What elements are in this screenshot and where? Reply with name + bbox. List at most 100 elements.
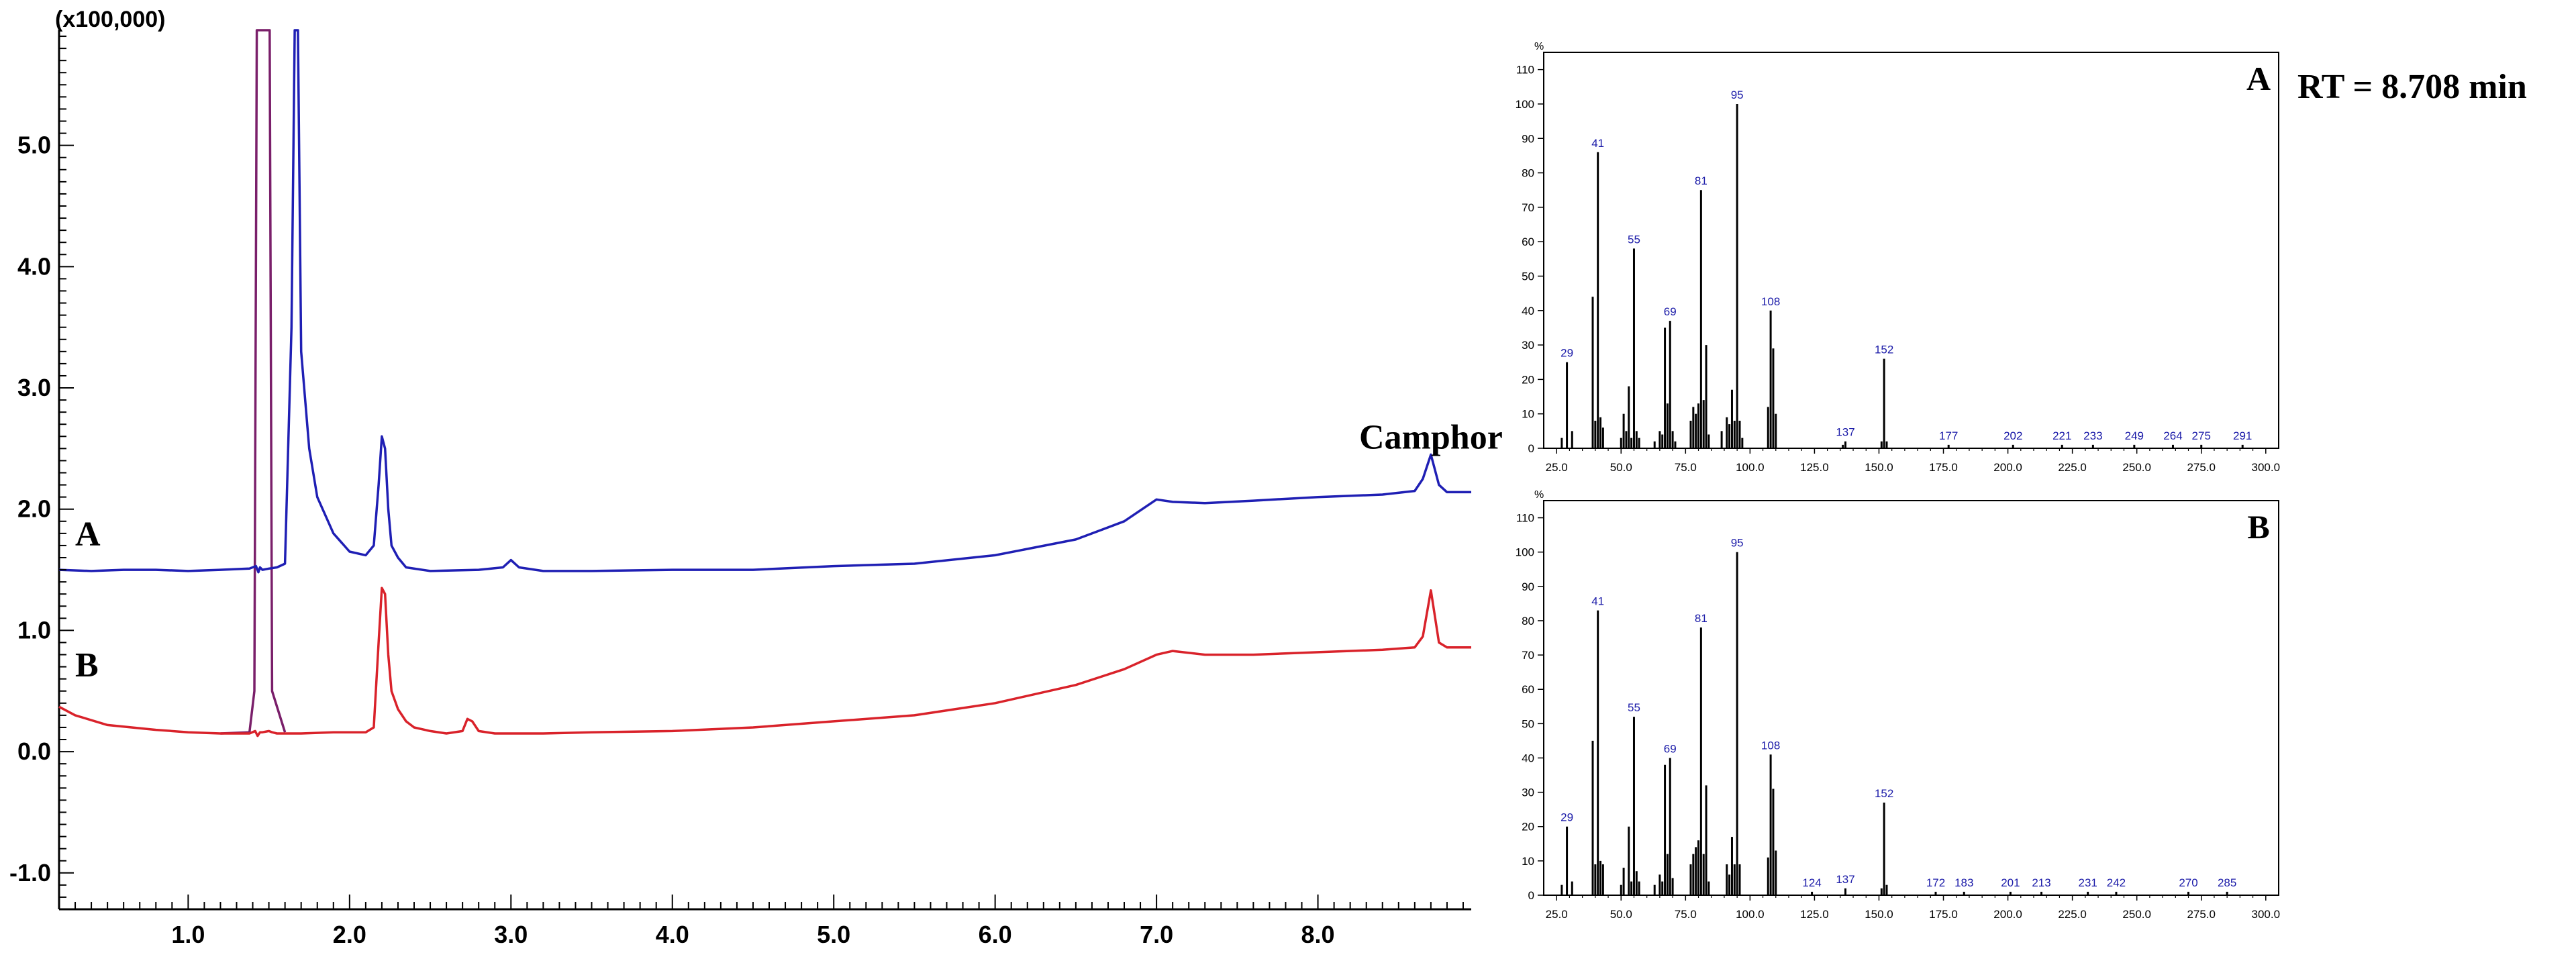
x-tick-label: 100.0: [1736, 461, 1765, 474]
x-tick-label: 25.0: [1546, 908, 1568, 921]
peak-label: 108: [1761, 739, 1780, 752]
mass-spectrum-a: % 0 10 20 30 40 50 60 70 80 90 100 110 25.0 50.0 75.0 10…: [1516, 41, 2527, 474]
y-tick-label: 50: [1522, 270, 1534, 283]
panel-label: A: [2246, 60, 2271, 97]
y-tick-label: 40: [1522, 752, 1534, 764]
peak-label: 55: [1628, 701, 1640, 714]
x-tick-label: 1.0: [171, 921, 205, 948]
y-tick-label: 90: [1522, 132, 1534, 145]
x-tick-label: 2.0: [333, 921, 366, 948]
y-tick-label: 10: [1522, 408, 1534, 421]
y-tick-label: 70: [1522, 201, 1534, 214]
peak-label: 69: [1664, 305, 1677, 318]
y-tick-label: 10: [1522, 855, 1534, 868]
peak-label: 270: [2179, 876, 2197, 889]
y-tick-label: 4.0: [17, 252, 51, 280]
retention-time-label: RT = 8.708 min: [2297, 68, 2527, 106]
x-tick-label: 3.0: [494, 921, 528, 948]
y-multiplier-label: (x100,000): [55, 7, 165, 32]
peak-label: 249: [2125, 429, 2144, 442]
peak-label: 124: [1802, 876, 1821, 889]
peak-label: 202: [2003, 429, 2022, 442]
x-tick-label: 150.0: [1865, 908, 1893, 921]
peak-label: 41: [1591, 137, 1604, 150]
trace-b: [58, 587, 1471, 737]
y-tick-label: 0: [1528, 442, 1534, 455]
x-tick-label: 75.0: [1675, 908, 1697, 921]
panel-label: B: [2247, 508, 2269, 546]
y-tick-label: 3.0: [17, 374, 51, 401]
x-tick-label: 4.0: [656, 921, 689, 948]
y-tick-label: 60: [1522, 236, 1534, 248]
peak-label: 95: [1731, 537, 1744, 550]
y-tick-label: 0: [1528, 889, 1534, 902]
y-tick-label: 50: [1522, 717, 1534, 730]
peak-label: 233: [2083, 429, 2102, 442]
peak-label: 81: [1695, 612, 1707, 625]
y-tick-label: 100: [1516, 546, 1534, 559]
trace-solvent: [220, 29, 287, 735]
x-tick-label: 275.0: [2187, 461, 2216, 474]
y-tick-label: 1.0: [17, 616, 51, 644]
x-tick-label: 225.0: [2058, 461, 2087, 474]
x-tick-label: 50.0: [1610, 461, 1632, 474]
peak-label: 108: [1761, 295, 1780, 308]
x-tick-label: 75.0: [1675, 461, 1697, 474]
peak-label: 152: [1875, 344, 1893, 356]
x-tick-label: 175.0: [1929, 461, 1958, 474]
peak-label: 264: [2163, 429, 2182, 442]
y-tick-label: 5.0: [17, 132, 51, 159]
chromatogram-traces: [58, 29, 1471, 737]
peak-label: 81: [1695, 174, 1707, 187]
x-tick-label: 50.0: [1610, 908, 1632, 921]
chromatogram-ticks: 1.0 2.0 3.0 4.0 5.0 6.0 7.0 8.0 -1.0 0.0 1.0 2.0 3.0…: [9, 36, 1464, 948]
peak-label: 285: [2218, 876, 2236, 889]
camphor-label: Camphor: [1359, 418, 1503, 456]
chromatogram: (x100,000) 1.0 2.0 3.0 4.0 5.0 6.0 7.0 8.0 -1.0 0…: [9, 7, 1503, 948]
x-tick-label: 8.0: [1301, 921, 1335, 948]
peak-label: 231: [2078, 876, 2097, 889]
peak-label: 213: [2032, 876, 2050, 889]
y-tick-label: 90: [1522, 580, 1534, 593]
peak-label: 69: [1664, 742, 1677, 755]
x-tick-label: 25.0: [1546, 461, 1568, 474]
peak-label: 291: [2233, 429, 2252, 442]
x-tick-label: 200.0: [1993, 908, 2022, 921]
peak-label: 275: [2192, 429, 2211, 442]
chromatogram-annotations: Camphor A B: [75, 418, 1503, 684]
y-tick-label: 70: [1522, 649, 1534, 662]
peak-label: 177: [1939, 429, 1958, 442]
x-tick-label: 175.0: [1929, 908, 1958, 921]
chromatogram-axes: (x100,000): [55, 7, 1471, 911]
y-tick-label: 40: [1522, 305, 1534, 317]
peak-label: 137: [1836, 426, 1854, 439]
y-tick-label: 100: [1516, 98, 1534, 111]
y-tick-label: 30: [1522, 339, 1534, 352]
mass-spectrum-b: % 0 10 20 30 40 50 60 70 80 90 100 110 25.0 50.0 75.0 10…: [1516, 489, 2280, 921]
plot-frame: [1543, 52, 2279, 449]
y-unit-label: %: [1534, 41, 1544, 52]
y-tick-label: 30: [1522, 786, 1534, 799]
x-tick-label: 300.0: [2252, 908, 2281, 921]
trace-a: [58, 29, 1471, 574]
trace-label-a: A: [75, 515, 101, 554]
x-tick-label: 100.0: [1736, 908, 1765, 921]
peak-label: 152: [1875, 787, 1893, 800]
x-tick-label: 250.0: [2122, 461, 2151, 474]
peak-label: 29: [1561, 347, 1573, 360]
x-tick-label: 5.0: [817, 921, 850, 948]
y-tick-label: 20: [1522, 821, 1534, 833]
x-tick-label: 250.0: [2122, 908, 2151, 921]
peak-label: 221: [2052, 429, 2071, 442]
x-tick-label: 200.0: [1993, 461, 2022, 474]
x-tick-label: 275.0: [2187, 908, 2216, 921]
x-tick-label: 225.0: [2058, 908, 2087, 921]
peak-label: 55: [1628, 233, 1640, 246]
y-tick-label: 80: [1522, 167, 1534, 180]
x-tick-label: 7.0: [1140, 921, 1173, 948]
x-tick-label: 125.0: [1800, 908, 1829, 921]
y-tick-label: 60: [1522, 683, 1534, 696]
peak-label: 29: [1561, 811, 1573, 824]
x-tick-label: 300.0: [2252, 461, 2281, 474]
